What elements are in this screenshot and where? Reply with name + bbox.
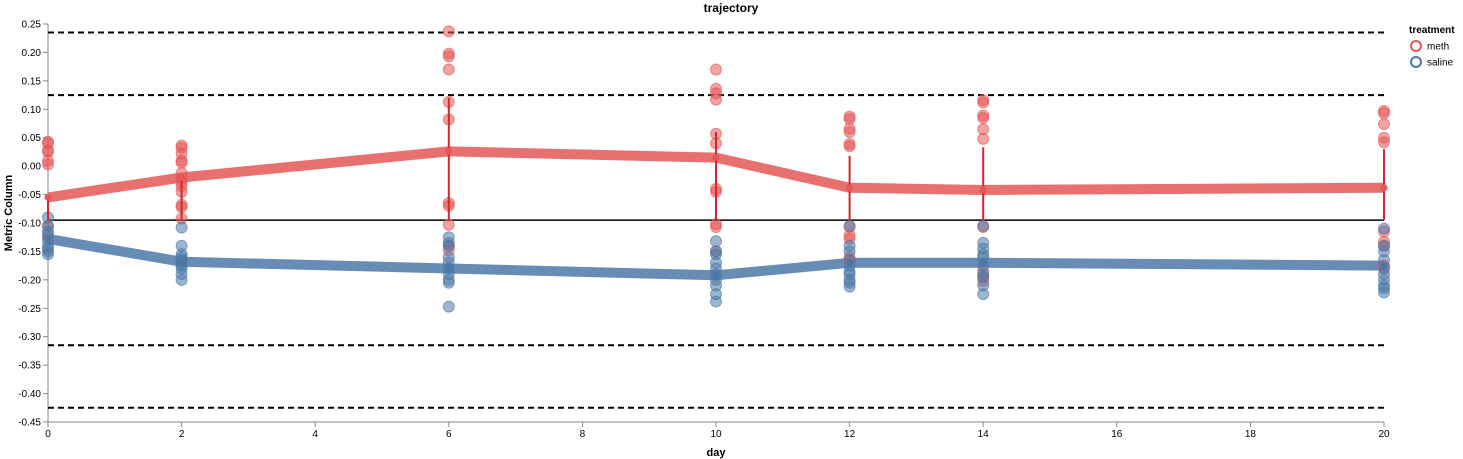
legend-label-saline: saline: [1427, 58, 1454, 69]
data-point-meth: [977, 132, 990, 145]
data-point-meth: [710, 93, 722, 106]
y-tick-label: -0.25: [18, 304, 41, 315]
mean-point-saline: [712, 271, 720, 279]
mean-point-meth: [178, 174, 186, 182]
y-tick-label: 0.10: [22, 105, 42, 116]
mean-point-meth: [712, 154, 720, 162]
data-point-meth: [710, 63, 722, 76]
y-tick-label: -0.45: [18, 418, 41, 429]
mean-point-saline: [979, 259, 987, 267]
x-tick-label: 18: [1245, 429, 1257, 440]
y-tick-label: 0.20: [22, 48, 42, 59]
x-tick-label: 16: [1111, 429, 1123, 440]
mean-point-meth: [445, 147, 453, 155]
data-point-saline: [710, 295, 722, 308]
data-point-saline: [442, 239, 455, 252]
mean-point-meth: [979, 186, 987, 194]
data-point-meth: [1378, 107, 1390, 120]
y-tick-label: 0.25: [22, 20, 42, 31]
data-point-saline: [442, 276, 455, 289]
data-point-meth: [175, 156, 188, 169]
legend-symbol-meth: [1410, 40, 1422, 52]
y-axis-title: Metric Column: [3, 175, 15, 252]
x-tick-label: 4: [312, 429, 318, 440]
data-point-saline: [442, 300, 455, 313]
data-point-meth: [442, 63, 455, 76]
mean-point-saline: [445, 264, 453, 272]
x-tick-label: 14: [978, 429, 990, 440]
mean-point-meth: [846, 184, 854, 192]
data-point-meth: [710, 220, 722, 233]
data-point-meth: [1378, 136, 1390, 149]
x-tick-label: 10: [710, 429, 722, 440]
data-point-meth: [843, 140, 856, 153]
data-point-saline: [1378, 222, 1390, 235]
x-tick-label: 0: [45, 429, 51, 440]
chart-title: trajectory: [704, 1, 759, 15]
x-tick-label: 8: [580, 429, 586, 440]
data-point-saline: [42, 248, 54, 261]
data-point-saline: [175, 221, 188, 234]
mean-point-saline: [1380, 262, 1388, 270]
y-tick-label: -0.30: [18, 332, 41, 343]
mean-point-saline: [178, 258, 186, 266]
data-point-saline: [175, 273, 188, 286]
x-axis-title: day: [707, 447, 727, 459]
x-tick-label: 2: [179, 429, 185, 440]
data-point-saline: [843, 219, 856, 232]
data-point-meth: [442, 25, 455, 38]
mean-point-saline: [44, 235, 52, 243]
data-point-saline: [843, 280, 856, 293]
data-point-meth: [843, 126, 856, 139]
y-tick-label: 0.15: [22, 76, 42, 87]
y-tick-label: -0.35: [18, 361, 41, 372]
data-point-saline: [977, 219, 990, 232]
x-tick-label: 12: [844, 429, 856, 440]
legend: treatment meth saline: [1409, 25, 1455, 69]
y-tick-label: 0.05: [22, 133, 42, 144]
data-point-meth: [442, 218, 455, 231]
data-point-meth: [42, 158, 54, 171]
legend-symbol-saline: [1410, 56, 1422, 68]
data-point-saline: [1378, 286, 1390, 299]
y-tick-label: -0.20: [18, 275, 41, 286]
mean-point-saline: [846, 259, 854, 267]
data-point-meth: [977, 111, 990, 124]
data-point-saline: [710, 235, 722, 248]
x-tick-label: 6: [446, 429, 452, 440]
legend-label-meth: meth: [1427, 42, 1449, 53]
y-tick-label: 0.00: [22, 162, 42, 173]
mean-point-meth: [1380, 184, 1388, 192]
y-tick-label: -0.10: [18, 219, 41, 230]
legend-title: treatment: [1409, 25, 1455, 36]
plot-area: 0.25 0.20 0.15 0.10 0.05 0.00 -0.05 -0.10 -0.15 -…: [18, 20, 1390, 440]
mean-point-meth: [44, 193, 52, 201]
y-tick-label: -0.15: [18, 247, 41, 258]
data-point-meth: [442, 50, 455, 63]
data-point-meth: [1378, 118, 1390, 131]
data-point-meth: [977, 96, 990, 109]
data-point-saline: [977, 288, 990, 301]
x-tick-label: 20: [1378, 429, 1390, 440]
y-tick-label: -0.05: [18, 190, 41, 201]
y-tick-label: -0.40: [18, 389, 41, 400]
